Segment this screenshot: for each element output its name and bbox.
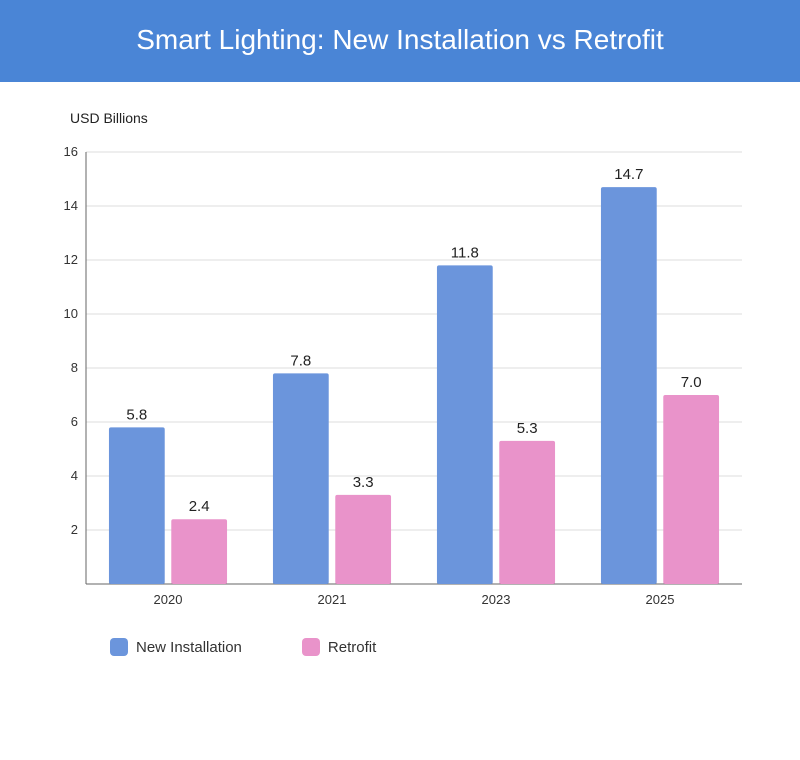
bar (109, 427, 165, 584)
x-tick-label: 2021 (318, 592, 347, 607)
legend-item-retrofit: Retrofit (302, 638, 376, 656)
y-tick-label: 2 (71, 522, 78, 537)
y-tick-label: 6 (71, 414, 78, 429)
bar (273, 373, 329, 584)
y-tick-label: 8 (71, 360, 78, 375)
y-tick-label: 14 (64, 198, 78, 213)
chart-title-banner: Smart Lighting: New Installation vs Retr… (0, 0, 800, 82)
legend-swatch (110, 638, 128, 656)
bar (601, 187, 657, 584)
y-tick-label: 12 (64, 252, 78, 267)
bar (171, 519, 227, 584)
legend-swatch (302, 638, 320, 656)
chart-svg: 2 4 6 8 10 12 14 16 5.8 2.4 2020 7.8 3.3 2021 11.8 5.3 2… (40, 134, 760, 614)
plot-area: 2 4 6 8 10 12 14 16 5.8 2.4 2020 7.8 3.3 2021 11.8 5.3 2… (40, 134, 760, 614)
y-tick-label: 4 (71, 468, 78, 483)
bar-value-label: 5.8 (126, 406, 147, 423)
x-tick-label: 2023 (482, 592, 511, 607)
bar-value-label: 14.7 (614, 166, 643, 183)
bar (499, 441, 555, 584)
bar-value-label: 7.8 (290, 352, 311, 369)
bar (663, 395, 719, 584)
legend: New Installation Retrofit (110, 638, 760, 656)
legend-item-new-installation: New Installation (110, 638, 242, 656)
bar-value-label: 11.8 (451, 244, 479, 261)
bar-value-label: 3.3 (353, 474, 374, 491)
bar-value-label: 7.0 (681, 374, 702, 391)
bar (335, 495, 391, 584)
x-tick-label: 2020 (154, 592, 183, 607)
legend-label: New Installation (136, 639, 242, 656)
y-axis-label: USD Billions (70, 110, 760, 126)
chart-title: Smart Lighting: New Installation vs Retr… (136, 24, 664, 55)
chart-container: USD Billions 2 4 6 8 10 12 14 16 5.8 2.4 2020 7.8 3.… (0, 82, 800, 676)
bar-value-label: 2.4 (189, 498, 210, 515)
x-tick-label: 2025 (646, 592, 675, 607)
bar (437, 265, 493, 584)
y-tick-label: 10 (64, 306, 78, 321)
bar-value-label: 5.3 (517, 420, 538, 437)
legend-label: Retrofit (328, 639, 376, 656)
y-tick-label: 16 (64, 144, 78, 159)
